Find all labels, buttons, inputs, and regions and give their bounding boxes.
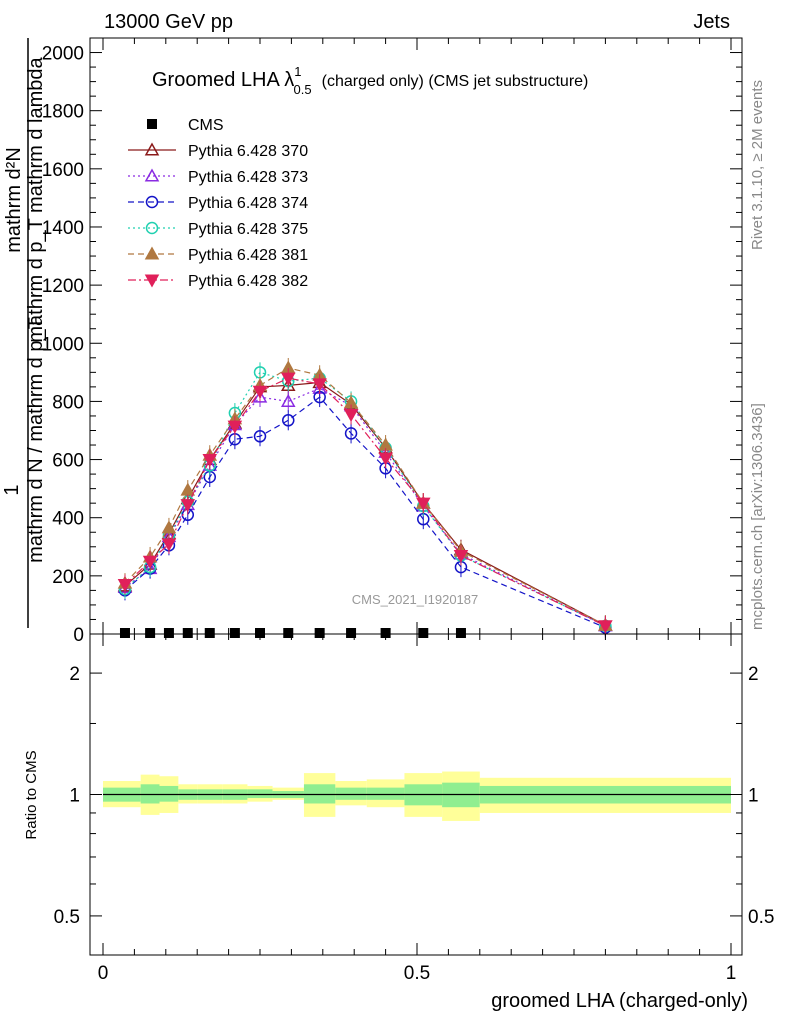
series-6 [117, 368, 613, 636]
y-tick-label: 1400 [42, 218, 84, 239]
data-point [180, 499, 196, 513]
x-tick-label: 1 [726, 963, 737, 984]
data-point [253, 430, 267, 443]
data-point [227, 420, 243, 434]
data-point [252, 385, 268, 399]
legend-label: CMS [188, 117, 224, 134]
y-tick-label: 200 [52, 567, 84, 588]
data-point [283, 628, 294, 638]
legend-label: Pythia 6.428 374 [188, 195, 308, 212]
data-point [343, 408, 359, 423]
legend-marker [145, 221, 159, 235]
data-point [145, 628, 156, 638]
band-inner [247, 789, 273, 799]
ratio-y-tick-label: 0.5 [54, 907, 80, 928]
data-point [346, 628, 357, 638]
data-point [229, 628, 240, 638]
data-point [202, 454, 218, 468]
data-point [142, 555, 158, 569]
x-axis-label: groomed LHA (charged-only) [491, 990, 748, 1012]
x-tick-label: 0.5 [404, 963, 430, 984]
band-inner [303, 784, 336, 804]
watermark: CMS_2021_I1920187 [352, 592, 479, 607]
y-tick-label: 1800 [42, 102, 84, 123]
band-inner [366, 787, 405, 800]
band-inner [335, 787, 367, 800]
ratio-y-tick-label: 1 [69, 786, 80, 807]
data-point [344, 427, 358, 440]
series-line [124, 377, 606, 627]
legend-marker [147, 119, 157, 129]
data-point [312, 378, 327, 392]
plot-title: Groomed LHA λ1 0.5 (charged only) (CMS jet… [152, 64, 588, 97]
legend-marker [144, 274, 160, 288]
series-line [124, 367, 606, 626]
y-tick-label: 1000 [42, 334, 84, 355]
legend-marker [144, 168, 160, 182]
mcplots-label: mcplots.cern.ch [arXiv:1306.3436] [749, 403, 766, 630]
legend-label: Pythia 6.428 370 [188, 143, 308, 160]
legend-marker [144, 142, 160, 156]
y-tick-label: 800 [52, 392, 84, 413]
data-point [380, 628, 391, 638]
ratio-y-label: Ratio to CMS [23, 750, 40, 839]
legend-label: Pythia 6.428 375 [188, 221, 308, 238]
y-tick-label: 0 [73, 625, 84, 646]
ratio-y-tick-label: 2 [69, 664, 80, 685]
data-point [182, 628, 193, 638]
data-point [255, 628, 265, 638]
data-point [280, 393, 296, 407]
y-tick-label: 600 [52, 451, 84, 472]
data-point [418, 628, 429, 638]
x-tick-label: 0 [98, 963, 109, 984]
series-line [124, 387, 606, 627]
rivet-label: Rivet 3.1.10, ≥ 2M events [749, 80, 766, 250]
data-point [378, 452, 393, 466]
legend-marker [144, 246, 160, 260]
data-point [280, 372, 296, 386]
header-left: 13000 GeV pp [104, 11, 233, 33]
y-tick-label: 1600 [42, 160, 84, 181]
data-point [180, 482, 196, 496]
series-0 [119, 628, 466, 638]
y-label-bottom-1: 1 [1, 484, 23, 495]
data-point [314, 628, 325, 638]
ratio-y-tick-label-right: 1 [748, 786, 759, 807]
y-label-bottom-2: mathrm d N / mathrm d p_T [25, 317, 47, 563]
data-point [453, 549, 469, 564]
y-label-top: mathrm d²N [3, 147, 25, 253]
legend-marker [145, 195, 159, 209]
series-line [124, 396, 606, 629]
header-right: Jets [693, 11, 730, 33]
ratio-y-tick-label-right: 2 [748, 664, 759, 685]
y-label-top2: mathrm d p_T mathrm d lambda [25, 56, 47, 342]
side-annotations: Rivet 3.1.10, ≥ 2M events mcplots.cern.c… [749, 80, 766, 630]
data-point [598, 620, 613, 634]
data-point [161, 520, 177, 534]
legend-label: Pythia 6.428 382 [188, 273, 308, 290]
data-point [282, 414, 295, 427]
data-point [455, 628, 466, 638]
legend-label: Pythia 6.428 381 [188, 247, 308, 264]
main-plot: 0 200 400 600 800 1000 1200 1400 1600 1800 2000 Gro… [1, 37, 743, 646]
ratio-y-tick-label-right: 0.5 [748, 907, 774, 928]
data-point [117, 579, 133, 593]
y-tick-label: 2000 [42, 44, 84, 65]
y-tick-label: 1200 [42, 276, 84, 297]
data-point [204, 628, 215, 638]
legend: CMS Pythia 6.428 370 Pythia 6.428 373 Pythi… [128, 117, 308, 290]
band-inner [140, 784, 160, 804]
data-point [163, 628, 174, 638]
data-point [252, 389, 268, 403]
band-inner [159, 785, 179, 802]
legend-label: Pythia 6.428 373 [188, 169, 308, 186]
y-tick-label: 400 [52, 509, 84, 530]
ratio-plot: 0.5 0.5 1 1 2 2 0 0.5 1 Ratio to CMS groomed LHA (… [23, 633, 774, 1012]
data-point [161, 538, 177, 552]
data-point [416, 497, 431, 511]
data-point [119, 628, 130, 638]
